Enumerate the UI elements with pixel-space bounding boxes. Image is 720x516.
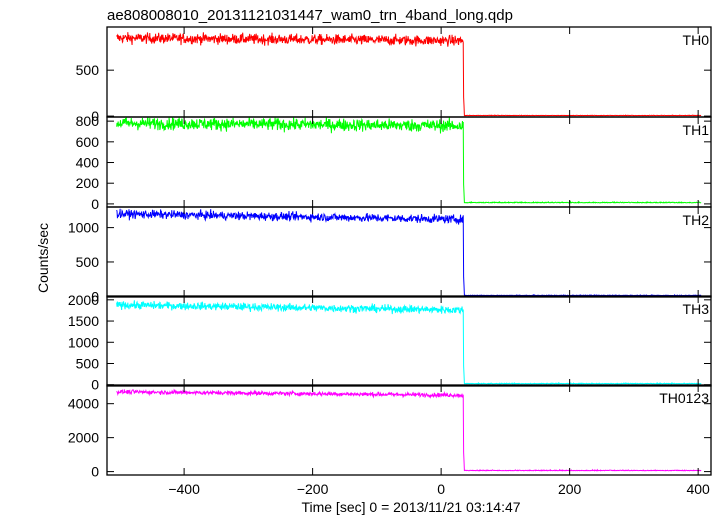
y-tick-label: 0 bbox=[91, 288, 99, 304]
panel-frame bbox=[106, 206, 712, 298]
y-tick-label: 0 bbox=[91, 108, 99, 124]
series-name-label: TH3 bbox=[683, 301, 710, 317]
series-th0-line bbox=[116, 32, 702, 117]
y-tick-label: 500 bbox=[76, 254, 100, 270]
series-name-label: TH1 bbox=[683, 122, 710, 138]
y-tick-label: 1000 bbox=[68, 220, 99, 236]
y-tick-label: 500 bbox=[76, 62, 100, 78]
series-th2-line bbox=[116, 208, 702, 297]
x-tick-label: 200 bbox=[558, 481, 582, 497]
y-tick-label: 600 bbox=[76, 134, 100, 150]
y-tick-label: 800 bbox=[76, 113, 100, 129]
y-axis-label: Counts/sec bbox=[35, 223, 51, 293]
y-tick-label: 500 bbox=[76, 356, 100, 372]
y-tick-label: 2000 bbox=[68, 430, 99, 446]
y-tick-label: 0 bbox=[91, 464, 99, 480]
x-tick-label: −400 bbox=[168, 481, 200, 497]
series-th1-line bbox=[116, 117, 702, 204]
panels: 0 500 TH0 0 200 400 600 800 TH1 0 500 1000 TH2 0 500 10… bbox=[68, 26, 712, 497]
panel-frame bbox=[106, 384, 712, 476]
y-tick-label: 2000 bbox=[68, 292, 99, 308]
x-axis-label: Time [sec] 0 = 2013/11/21 03:14:47 bbox=[301, 499, 520, 515]
panel-th3: 0 500 1000 1500 2000 TH3 bbox=[68, 292, 712, 393]
panel-th1: 0 200 400 600 800 TH1 bbox=[76, 113, 712, 212]
series-th3-line bbox=[116, 300, 702, 385]
panel-th2: 0 500 1000 TH2 bbox=[68, 206, 712, 304]
y-tick-label: 200 bbox=[76, 175, 100, 191]
series-name-label: TH0 bbox=[683, 32, 710, 48]
x-tick-label: −200 bbox=[297, 481, 329, 497]
y-tick-label: 400 bbox=[76, 155, 100, 171]
series-th0123-line bbox=[116, 388, 702, 472]
y-tick-label: 1500 bbox=[68, 313, 99, 329]
y-tick-label: 0 bbox=[91, 196, 99, 212]
series-name-label: TH0123 bbox=[659, 390, 709, 406]
panel-th0: 0 500 TH0 bbox=[76, 26, 712, 124]
series-name-label: TH2 bbox=[683, 212, 710, 228]
y-tick-label: 0 bbox=[91, 377, 99, 393]
x-tick-label: 400 bbox=[686, 481, 710, 497]
chart-title: ae808008010_20131121031447_wam0_trn_4ban… bbox=[107, 7, 513, 24]
y-tick-label: 4000 bbox=[68, 396, 99, 412]
panel-frame bbox=[106, 295, 712, 387]
x-tick-label: 0 bbox=[437, 481, 445, 497]
y-tick-label: 1000 bbox=[68, 334, 99, 350]
panel-th0123: 0 2000 4000 TH0123 bbox=[68, 384, 712, 480]
